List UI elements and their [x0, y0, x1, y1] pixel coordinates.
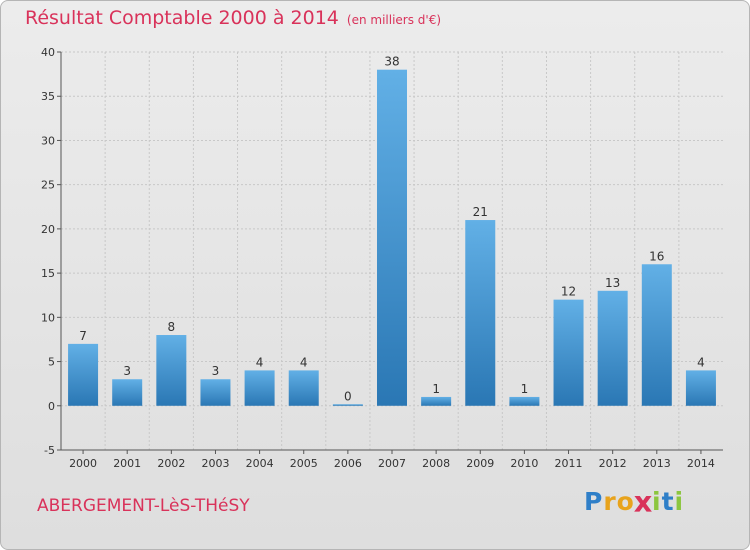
logo-letter: P	[584, 487, 604, 516]
y-tick-label: 0	[48, 400, 55, 413]
bar-value-label: 12	[561, 285, 576, 299]
x-tick-label: 2006	[334, 457, 362, 470]
x-tick-label: 2002	[157, 457, 185, 470]
y-tick-label: 20	[41, 223, 55, 236]
bar-value-label: 4	[256, 355, 264, 369]
x-tick-label: 2008	[422, 457, 450, 470]
y-tick-label: 30	[41, 134, 55, 147]
y-tick-label: 40	[41, 46, 55, 59]
bar-2002	[156, 335, 187, 406]
bar-value-label: 38	[384, 55, 399, 69]
y-tick-label: 5	[48, 356, 55, 369]
bar-value-label: 7	[79, 329, 87, 343]
bar-2001	[112, 379, 143, 406]
x-tick-label: 2005	[290, 457, 318, 470]
proxiti-logo[interactable]: Proxiti	[584, 484, 685, 519]
bar-value-label: 21	[473, 205, 488, 219]
x-tick-label: 2009	[466, 457, 494, 470]
bar-2004	[244, 370, 275, 406]
bar-2005	[288, 370, 319, 406]
x-tick-label: 2000	[69, 457, 97, 470]
bar-value-label: 16	[649, 249, 664, 263]
bar-value-label: 3	[212, 364, 220, 378]
bar-value-label: 1	[521, 382, 529, 396]
bar-value-label: 4	[697, 355, 705, 369]
logo-letter: i	[652, 487, 662, 516]
y-tick-label: -5	[44, 444, 55, 457]
bar-2003	[200, 379, 231, 406]
logo-letter: i	[674, 487, 685, 516]
bar-2009	[465, 220, 496, 406]
chart-title: Résultat Comptable 2000 à 2014 (en millie…	[25, 7, 441, 29]
commune-name: ABERGEMENT-LèS-THéSY	[37, 496, 250, 516]
bar-value-label: 4	[300, 355, 308, 369]
bar-2000	[68, 343, 99, 406]
x-tick-label: 2012	[599, 457, 627, 470]
x-tick-label: 2004	[246, 457, 274, 470]
bar-2012	[597, 290, 628, 406]
bar-value-label: 13	[605, 276, 620, 290]
y-tick-label: 15	[41, 267, 55, 280]
logo-letter: x	[633, 484, 654, 519]
x-tick-label: 2007	[378, 457, 406, 470]
x-tick-label: 2014	[687, 457, 715, 470]
y-axis-ticks: -5 0 5 10 15 20 25 30 35 40	[41, 46, 61, 457]
bar-2010	[509, 396, 540, 406]
y-tick-label: 25	[41, 179, 55, 192]
x-tick-label: 2003	[201, 457, 229, 470]
y-tick-label: 35	[41, 90, 55, 103]
x-tick-label: 2001	[113, 457, 141, 470]
logo-letter: o	[616, 487, 635, 516]
bar-2013	[641, 264, 672, 406]
bar-2008	[421, 396, 452, 406]
bar-value-label: 0	[344, 389, 352, 403]
bar-value-label: 3	[123, 364, 131, 378]
bar-2006	[332, 404, 363, 406]
logo-letter: t	[661, 487, 675, 516]
bar-2011	[553, 299, 584, 406]
logo-letter: r	[603, 487, 617, 516]
bar-2014	[685, 370, 716, 406]
bar-2007	[377, 69, 407, 406]
x-tick-label: 2010	[510, 457, 538, 470]
chart-title-text: Résultat Comptable 2000 à 2014	[25, 7, 339, 29]
bar-value-label: 1	[432, 382, 440, 396]
bar-value-label: 8	[168, 320, 176, 334]
chart-subtitle: (en milliers d'€)	[346, 13, 442, 27]
x-axis-ticks: 2000 2001 2002 2003 2004 2005 2006 2007 2008 2009…	[69, 450, 715, 470]
x-tick-label: 2013	[643, 457, 671, 470]
x-tick-label: 2011	[555, 457, 583, 470]
y-tick-label: 10	[41, 311, 55, 324]
